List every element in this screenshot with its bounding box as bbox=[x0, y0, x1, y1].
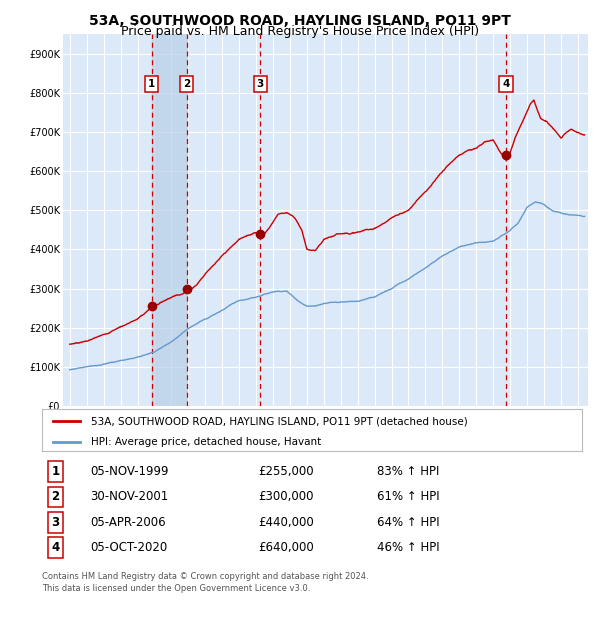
Text: 53A, SOUTHWOOD ROAD, HAYLING ISLAND, PO11 9PT: 53A, SOUTHWOOD ROAD, HAYLING ISLAND, PO1… bbox=[89, 14, 511, 28]
Text: 30-NOV-2001: 30-NOV-2001 bbox=[91, 490, 169, 503]
Text: 64% ↑ HPI: 64% ↑ HPI bbox=[377, 516, 439, 529]
Text: 3: 3 bbox=[52, 516, 59, 529]
Text: 2: 2 bbox=[183, 79, 190, 89]
Text: £440,000: £440,000 bbox=[258, 516, 314, 529]
Text: 1: 1 bbox=[148, 79, 155, 89]
Text: £255,000: £255,000 bbox=[258, 465, 314, 478]
Text: £640,000: £640,000 bbox=[258, 541, 314, 554]
Text: £300,000: £300,000 bbox=[258, 490, 314, 503]
Text: 4: 4 bbox=[502, 79, 509, 89]
Text: 61% ↑ HPI: 61% ↑ HPI bbox=[377, 490, 439, 503]
Text: Price paid vs. HM Land Registry's House Price Index (HPI): Price paid vs. HM Land Registry's House … bbox=[121, 25, 479, 38]
Bar bbox=[152, 34, 187, 406]
Text: 3: 3 bbox=[257, 79, 264, 89]
Text: 05-NOV-1999: 05-NOV-1999 bbox=[91, 465, 169, 478]
Text: 05-OCT-2020: 05-OCT-2020 bbox=[91, 541, 168, 554]
Text: 1: 1 bbox=[52, 465, 59, 478]
Text: 2: 2 bbox=[52, 490, 59, 503]
Text: 53A, SOUTHWOOD ROAD, HAYLING ISLAND, PO11 9PT (detached house): 53A, SOUTHWOOD ROAD, HAYLING ISLAND, PO1… bbox=[91, 416, 467, 426]
Text: 4: 4 bbox=[52, 541, 59, 554]
Text: 83% ↑ HPI: 83% ↑ HPI bbox=[377, 465, 439, 478]
Text: 05-APR-2006: 05-APR-2006 bbox=[91, 516, 166, 529]
Text: 46% ↑ HPI: 46% ↑ HPI bbox=[377, 541, 439, 554]
Text: Contains HM Land Registry data © Crown copyright and database right 2024.: Contains HM Land Registry data © Crown c… bbox=[42, 572, 368, 581]
Text: This data is licensed under the Open Government Licence v3.0.: This data is licensed under the Open Gov… bbox=[42, 584, 310, 593]
Text: HPI: Average price, detached house, Havant: HPI: Average price, detached house, Hava… bbox=[91, 437, 321, 447]
